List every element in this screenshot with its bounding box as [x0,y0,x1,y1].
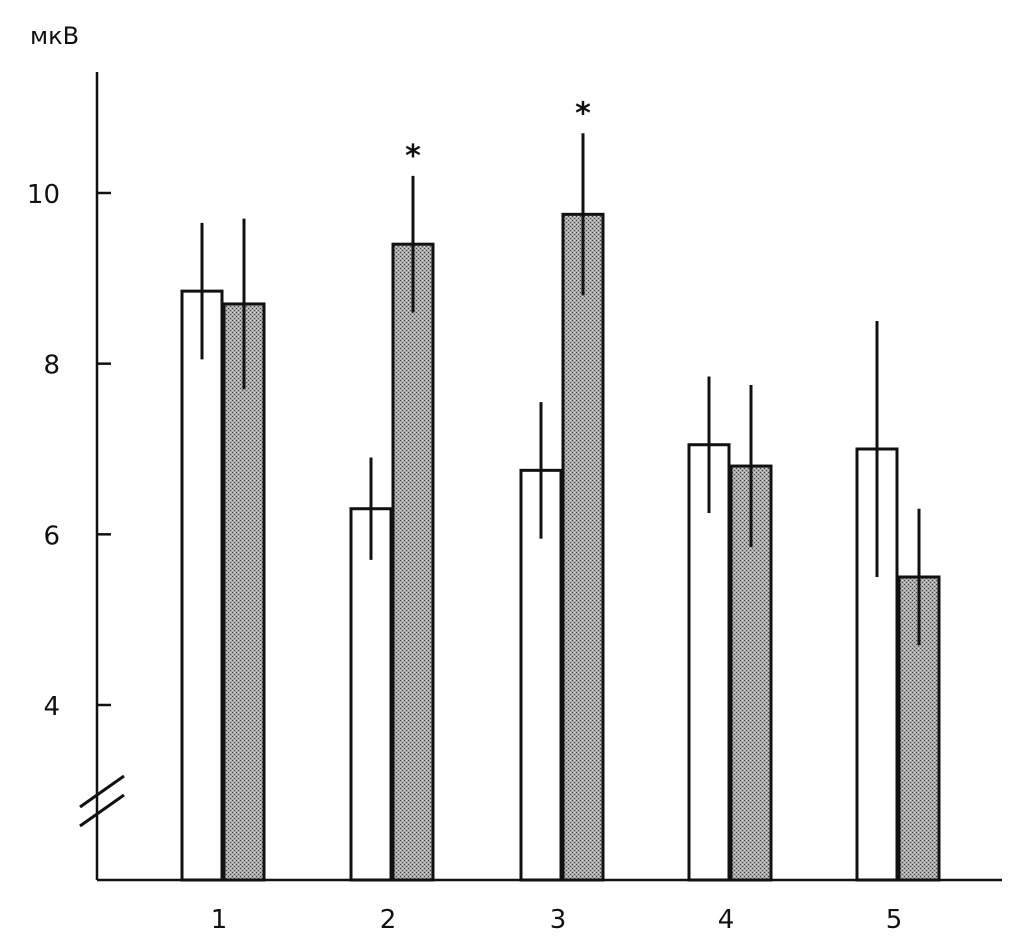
bar-series-2-cat-3 [561,212,605,882]
category-label: 4 [718,905,735,935]
category-labels: 1 2 3 4 5 [211,905,903,935]
y-tick-label: 10 [27,180,60,210]
y-axis-unit-label: мкВ [30,22,79,50]
axis-break-mark [79,774,125,828]
category-label: 3 [550,905,567,935]
significance-asterisk: * [575,96,591,131]
bar-series-2-cat-2 [391,242,435,882]
bar-series-1-cat-1 [180,289,224,882]
category-label: 2 [380,905,397,935]
y-tick-label: 6 [43,521,60,551]
bar-series-1-cat-2 [349,507,393,882]
bars [180,133,941,882]
y-tick-label: 4 [43,692,60,722]
bar-series-2-cat-1 [222,302,266,882]
significance-marks: ** [405,96,591,174]
category-label: 1 [211,905,228,935]
category-label: 5 [886,905,903,935]
significance-asterisk: * [405,139,421,174]
y-ticks: 4 6 8 10 [27,180,111,722]
y-tick-label: 8 [43,351,60,381]
